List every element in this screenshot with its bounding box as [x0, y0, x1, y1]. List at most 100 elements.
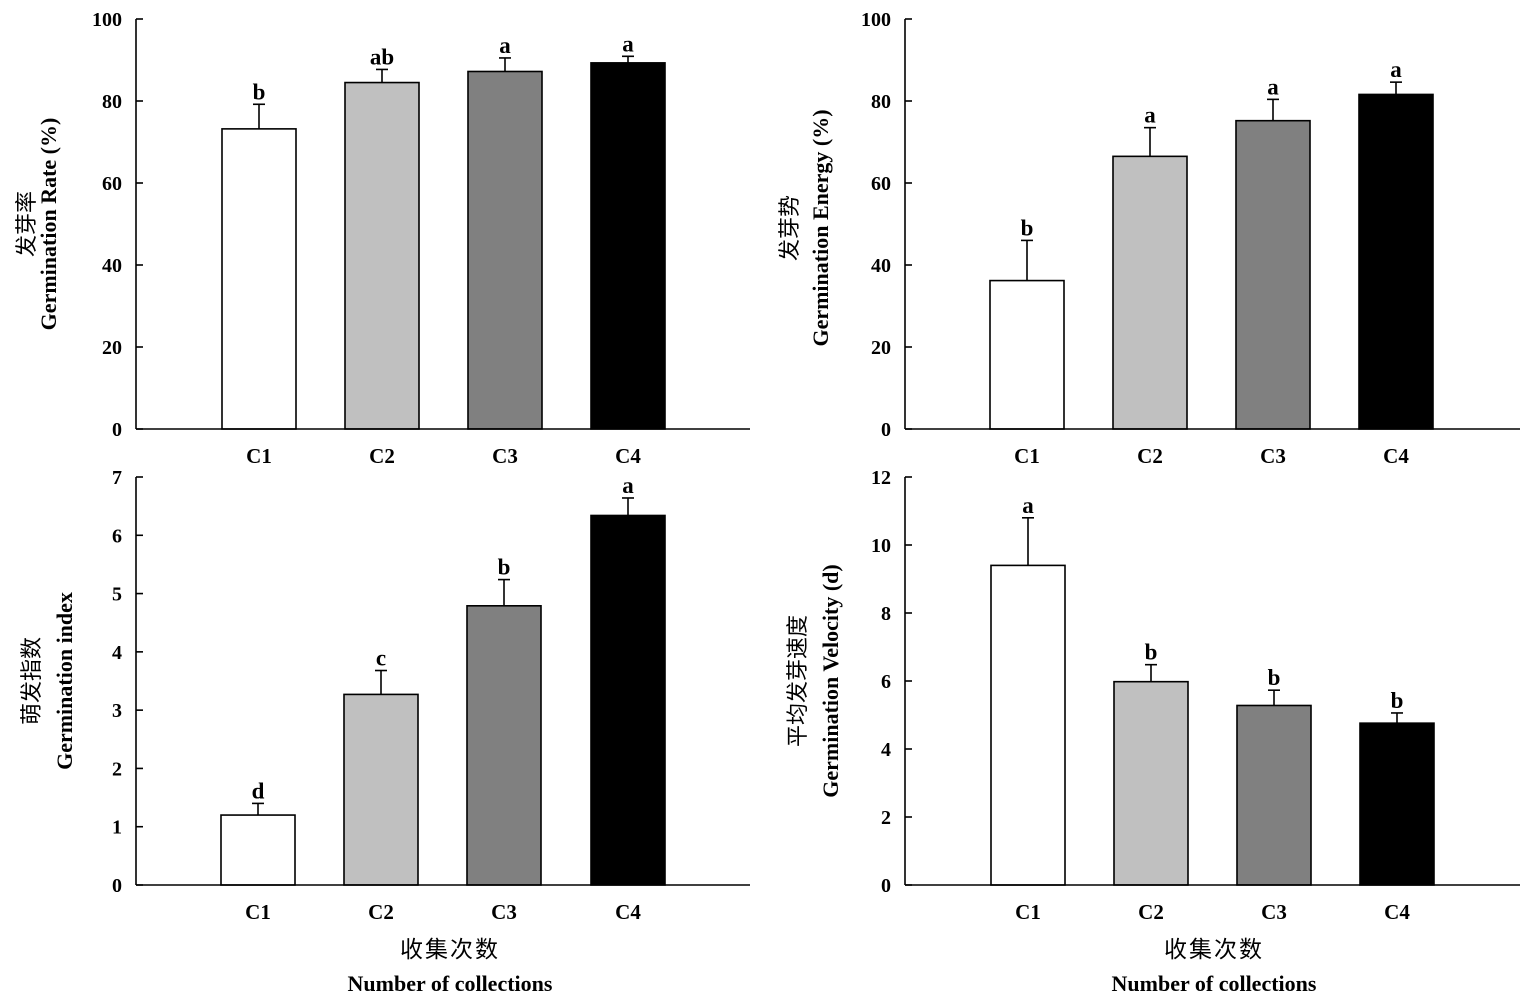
x-tick-label: C4	[1383, 444, 1409, 468]
panel-germination-rate: b ab a a 0 20 40 60 80 100 C1 C2 C3 C4 发芽率Germination …	[14, 9, 750, 468]
y-axis-label: Germination Velocity (d)	[818, 564, 843, 797]
x-tick-label: C2	[1137, 444, 1163, 468]
x-tick-label: C1	[246, 444, 272, 468]
x-tick-label: C2	[368, 900, 394, 924]
error-bar-c3	[498, 578, 510, 606]
bar-c2	[344, 81, 420, 430]
significance-label: a	[1267, 74, 1279, 99]
x-axis-label: Number of collections	[348, 971, 553, 996]
y-axis-label: Germination index	[52, 592, 77, 770]
x-tick-label: C4	[615, 900, 641, 924]
x-tick-label: C3	[1261, 900, 1287, 924]
y-tick-label: 7	[112, 467, 122, 489]
x-tick-label: C3	[492, 444, 518, 468]
significance-label: a	[499, 33, 511, 58]
x-tick-label: C1	[1014, 444, 1040, 468]
bar-c1	[221, 128, 297, 430]
x-tick-label: C4	[615, 444, 641, 468]
y-tick-label: 60	[871, 173, 891, 195]
x-tick-label: C2	[369, 444, 395, 468]
error-bar-c1	[1022, 516, 1034, 566]
y-axis-label-cn: 发芽率	[14, 191, 39, 257]
y-tick-label: 20	[871, 337, 891, 359]
error-bar-c2	[1145, 663, 1157, 682]
significance-label: b	[1021, 215, 1034, 240]
y-tick-label: 80	[871, 91, 891, 113]
x-axis-label-cn: 收集次数	[400, 937, 500, 962]
y-tick-label: 0	[112, 875, 122, 897]
significance-label: b	[1268, 665, 1281, 690]
x-tick-label: C2	[1138, 900, 1164, 924]
y-tick-label: 80	[102, 91, 122, 113]
y-axis-label-cn: 萌发指数	[19, 637, 44, 725]
significance-label: ab	[370, 44, 394, 69]
y-tick-label: 1	[112, 817, 122, 839]
x-tick-label: C1	[245, 900, 271, 924]
y-tick-label: 6	[881, 671, 891, 693]
panel-germination-velocity: a b b b 0 2 4 6 8 10 12 C1 C2 C3 C4 平均发芽速度 Germination V…	[785, 467, 1520, 996]
significance-label: d	[252, 778, 265, 803]
x-tick-label: C4	[1384, 900, 1410, 924]
significance-label: a	[622, 473, 634, 498]
y-tick-label: 4	[112, 642, 122, 664]
error-bar-c3	[499, 57, 511, 72]
y-axis-label-cn: 平均发芽速度	[785, 615, 810, 747]
bar-c1	[989, 279, 1065, 430]
error-bar-c4	[1390, 81, 1402, 95]
y-axis-label: Germination Energy (%)	[808, 109, 833, 346]
error-bar-c4	[1391, 712, 1403, 724]
y-tick-label: 0	[112, 419, 122, 441]
y-axis-label-cn: 发芽势	[777, 195, 802, 261]
x-axis-label-cn: 收集次数	[1164, 937, 1264, 962]
bar-c4	[1359, 722, 1435, 886]
panel-germination-energy: b a a a 0 20 40 60 80 100 C1 C2 C3 C4 发芽势 Germination E…	[777, 9, 1520, 468]
bar-c2	[343, 693, 419, 886]
y-tick-label: 100	[861, 9, 891, 31]
error-bar-c1	[1021, 239, 1033, 281]
bar-c3	[466, 605, 542, 886]
significance-label: b	[498, 555, 511, 580]
panel-germination-index: d c b a 0 1 2 3 4 5 6 7 C1 C2 C3 C4 萌发指数 Germination inde…	[19, 467, 750, 996]
significance-label: b	[1145, 640, 1158, 665]
bar-c1	[220, 814, 296, 886]
y-tick-label: 12	[871, 467, 891, 489]
error-bar-c1	[252, 802, 264, 816]
x-axis-label: Number of collections	[1112, 971, 1317, 996]
bar-c4	[1358, 93, 1434, 430]
bar-c3	[1235, 119, 1311, 430]
y-axis-label: Germination Rate (%)	[36, 118, 61, 331]
error-bar-c3	[1267, 98, 1279, 121]
error-bar-c3	[1268, 689, 1280, 706]
error-bar-c2	[375, 669, 387, 695]
y-tick-label: 2	[881, 807, 891, 829]
y-tick-label: 5	[112, 584, 122, 606]
error-bar-c4	[622, 497, 634, 516]
error-bar-c2	[376, 68, 388, 83]
bar-c3	[467, 70, 543, 430]
y-tick-label: 40	[102, 255, 122, 277]
significance-label: a	[1022, 493, 1034, 518]
y-tick-label: 4	[881, 739, 891, 761]
error-bar-c4	[622, 55, 634, 63]
bar-c1	[990, 564, 1066, 886]
significance-label: a	[1390, 57, 1402, 82]
bar-c3	[1236, 704, 1312, 886]
error-bar-c2	[1144, 126, 1156, 157]
significance-label: c	[376, 646, 386, 671]
significance-label: b	[1391, 688, 1404, 713]
y-tick-label: 6	[112, 525, 122, 547]
y-tick-label: 20	[102, 337, 122, 359]
y-tick-label: 100	[92, 9, 122, 31]
x-tick-label: C3	[491, 900, 517, 924]
significance-label: b	[253, 79, 266, 104]
bar-c2	[1113, 680, 1189, 886]
x-tick-label: C3	[1260, 444, 1286, 468]
y-tick-label: 3	[112, 700, 122, 722]
y-tick-label: 0	[881, 875, 891, 897]
bar-c4	[590, 514, 666, 886]
bar-c2	[1112, 155, 1188, 430]
y-tick-label: 8	[881, 603, 891, 625]
y-tick-label: 10	[871, 535, 891, 557]
x-tick-label: C1	[1015, 900, 1041, 924]
